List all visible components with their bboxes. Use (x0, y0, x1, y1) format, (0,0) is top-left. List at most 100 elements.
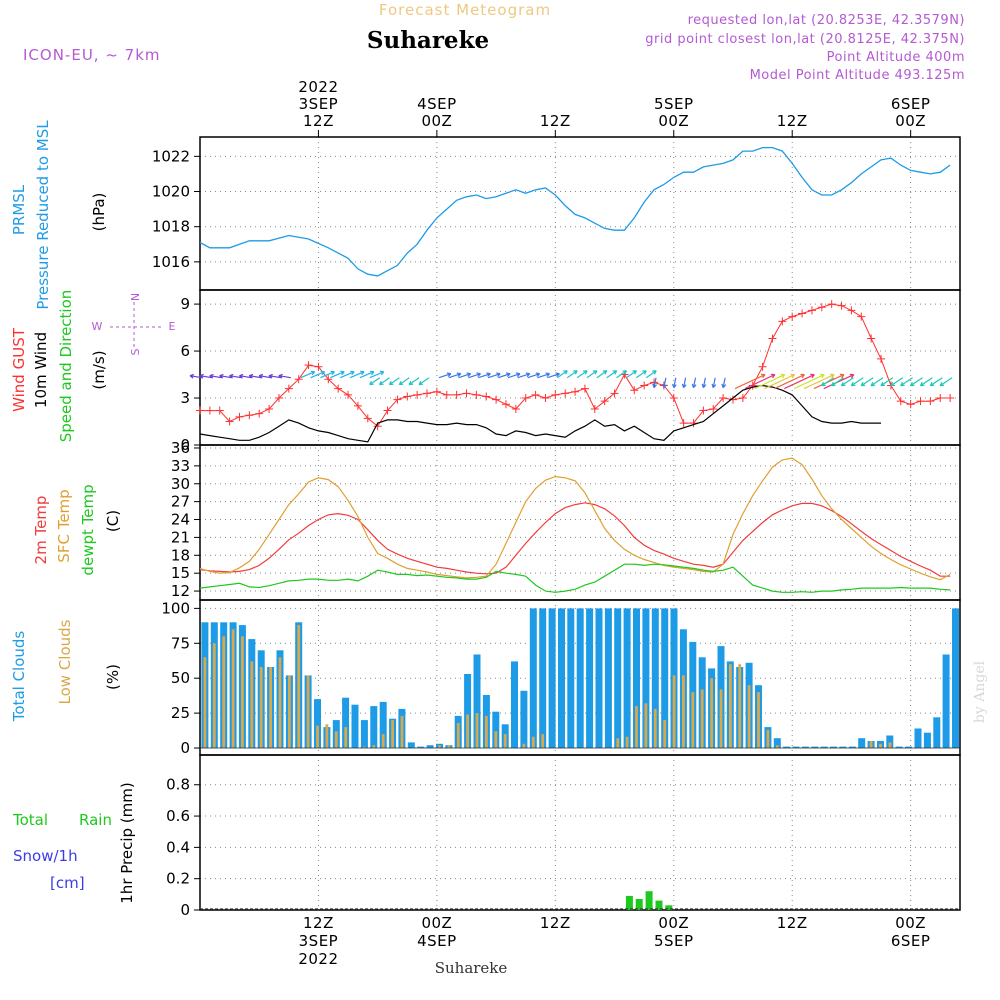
wind-arrow (310, 370, 326, 379)
precip-ytick-label: 0 (180, 901, 190, 919)
precip-label-unit: 1hr Precip (mm) (118, 782, 136, 903)
total-cloud-bar (811, 746, 819, 748)
wind-arrow (606, 370, 618, 379)
gust-point (265, 404, 274, 413)
gust-point (492, 395, 501, 404)
total-cloud-bar (633, 608, 640, 748)
pressure-panel: 1016 1018 1020 1022 (152, 136, 961, 291)
compass-e: E (169, 320, 176, 333)
low-cloud-bar (288, 675, 291, 748)
pressure-label-msl: Pressure Reduced to MSL (34, 120, 52, 310)
pressure-ytick-label: 1018 (152, 218, 190, 236)
gust-point (906, 400, 915, 409)
total-cloud-bar (614, 608, 622, 748)
gust-point (363, 414, 372, 423)
temp-label-dewpt: dewpt Temp (79, 484, 97, 575)
low-cloud-bar (869, 741, 873, 748)
low-cloud-bar (635, 706, 638, 748)
gust-point (857, 312, 866, 321)
low-cloud-bar (738, 664, 742, 748)
low-cloud-bar (447, 745, 451, 748)
bottom-axis-label: 6SEP (891, 932, 931, 950)
low-cloud-bar (766, 729, 770, 749)
total-cloud-bar (492, 711, 500, 748)
dewpt-line (199, 563, 951, 593)
wind-arrow (448, 372, 462, 379)
low-cloud-bar (391, 720, 394, 748)
wind-arrow (860, 377, 874, 387)
wind-panel: 0 3 6 9 (180, 289, 961, 454)
low-cloud-bar (672, 675, 676, 748)
precip-frame (199, 754, 961, 911)
low-cloud-bar (531, 736, 535, 748)
total-cloud-bar (623, 608, 631, 748)
wind-arrow (576, 370, 588, 379)
wind-arrow (681, 377, 687, 389)
low-cloud-bar (700, 689, 704, 748)
total-cloud-bar (576, 608, 584, 748)
wind-arrow (939, 377, 953, 387)
total-cloud-bar (407, 742, 415, 748)
wind-arrow (566, 370, 578, 379)
total-cloud-bar (351, 704, 359, 748)
temp-ytick-label: 33 (171, 457, 190, 475)
total-cloud-bar (520, 690, 528, 749)
clouds-ytick-label: 25 (171, 704, 190, 722)
header-model: ICON-EU, ~ 7km (23, 46, 161, 64)
top-axis-label: 12Z (540, 112, 571, 130)
wind-arrow (691, 377, 697, 389)
wind-arrow (586, 370, 598, 379)
gust-point (284, 384, 293, 393)
total-cloud-bar (567, 608, 575, 748)
low-cloud-bar (400, 715, 404, 748)
gust-point (807, 306, 816, 315)
rain-bar (655, 900, 663, 910)
wind-arrow (349, 370, 365, 379)
wind-arrow (635, 370, 647, 379)
total-cloud-bar (314, 699, 321, 748)
gust-point (926, 397, 935, 406)
bottom-axis-label: 2022 (298, 950, 338, 968)
wind-arrow (527, 372, 541, 379)
gust-point (452, 390, 461, 399)
low-cloud-bar (241, 636, 244, 748)
gust-point (196, 406, 204, 415)
clouds-ytick-label: 75 (171, 634, 190, 652)
gust-point (413, 390, 422, 399)
precip-ytick-label: 0.8 (166, 776, 190, 794)
wind-arrow (537, 372, 551, 379)
wind-arrow (784, 373, 815, 390)
gust-point (788, 312, 797, 321)
low-cloud-bar (231, 629, 235, 748)
wind-arrow (209, 373, 222, 379)
low-cloud-bar (456, 722, 460, 748)
total-cloud-bar (426, 745, 434, 748)
wind-arrow (547, 372, 560, 379)
total-cloud-bar (661, 608, 669, 748)
total-cloud-bar (511, 661, 518, 748)
gust-point (709, 404, 718, 413)
gust-point (403, 392, 412, 401)
low-cloud-bar (475, 713, 479, 748)
temp-ytick-label: 18 (171, 546, 190, 564)
gust-point (314, 362, 323, 371)
wind-arrow (378, 377, 390, 386)
clouds-ytick-label: 50 (171, 669, 190, 687)
wind-arrow (408, 377, 420, 386)
wind-arrow (278, 373, 291, 379)
gust-point (344, 390, 353, 399)
wind-arrow (909, 377, 923, 387)
total-cloud-bar (858, 738, 866, 748)
low-cloud-bar (888, 742, 892, 748)
gust-point (936, 394, 945, 403)
precip-panel: 0 0.2 0.4 0.6 0.8 (166, 754, 961, 919)
total-cloud-bar (923, 732, 931, 749)
gust-point (245, 411, 254, 420)
compass-w: W (92, 320, 103, 333)
wind-arrow (870, 377, 884, 387)
low-cloud-bar (316, 725, 319, 748)
precip-label-snow: Snow/1h (13, 847, 78, 865)
total-cloud-bar (642, 608, 650, 748)
